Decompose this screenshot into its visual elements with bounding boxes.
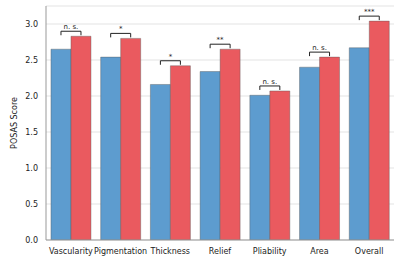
svg-text:0.5: 0.5: [25, 200, 38, 209]
svg-text:Pigmentation: Pigmentation: [94, 247, 147, 256]
svg-text:0.0: 0.0: [25, 236, 38, 245]
svg-text:3.0: 3.0: [25, 20, 38, 29]
svg-text:POSAS Score: POSAS Score: [10, 97, 19, 149]
svg-text:n. s.: n. s.: [64, 23, 79, 31]
svg-text:**: **: [217, 36, 225, 44]
svg-text:1.0: 1.0: [25, 164, 38, 173]
svg-text:***: ***: [364, 8, 375, 16]
svg-text:Thickness: Thickness: [150, 247, 191, 256]
svg-text:Pliability: Pliability: [253, 247, 287, 256]
svg-text:n. s.: n. s.: [312, 44, 327, 52]
svg-text:*: *: [119, 25, 123, 33]
svg-text:Relief: Relief: [209, 247, 231, 256]
svg-text:*: *: [169, 53, 173, 61]
svg-text:Vascularity: Vascularity: [49, 247, 93, 256]
svg-text:2.0: 2.0: [25, 92, 38, 101]
svg-text:n. s.: n. s.: [262, 78, 277, 86]
svg-text:2.5: 2.5: [25, 56, 38, 65]
svg-text:1.5: 1.5: [25, 128, 38, 137]
svg-text:Area: Area: [310, 247, 329, 256]
svg-text:Overall: Overall: [355, 247, 384, 256]
